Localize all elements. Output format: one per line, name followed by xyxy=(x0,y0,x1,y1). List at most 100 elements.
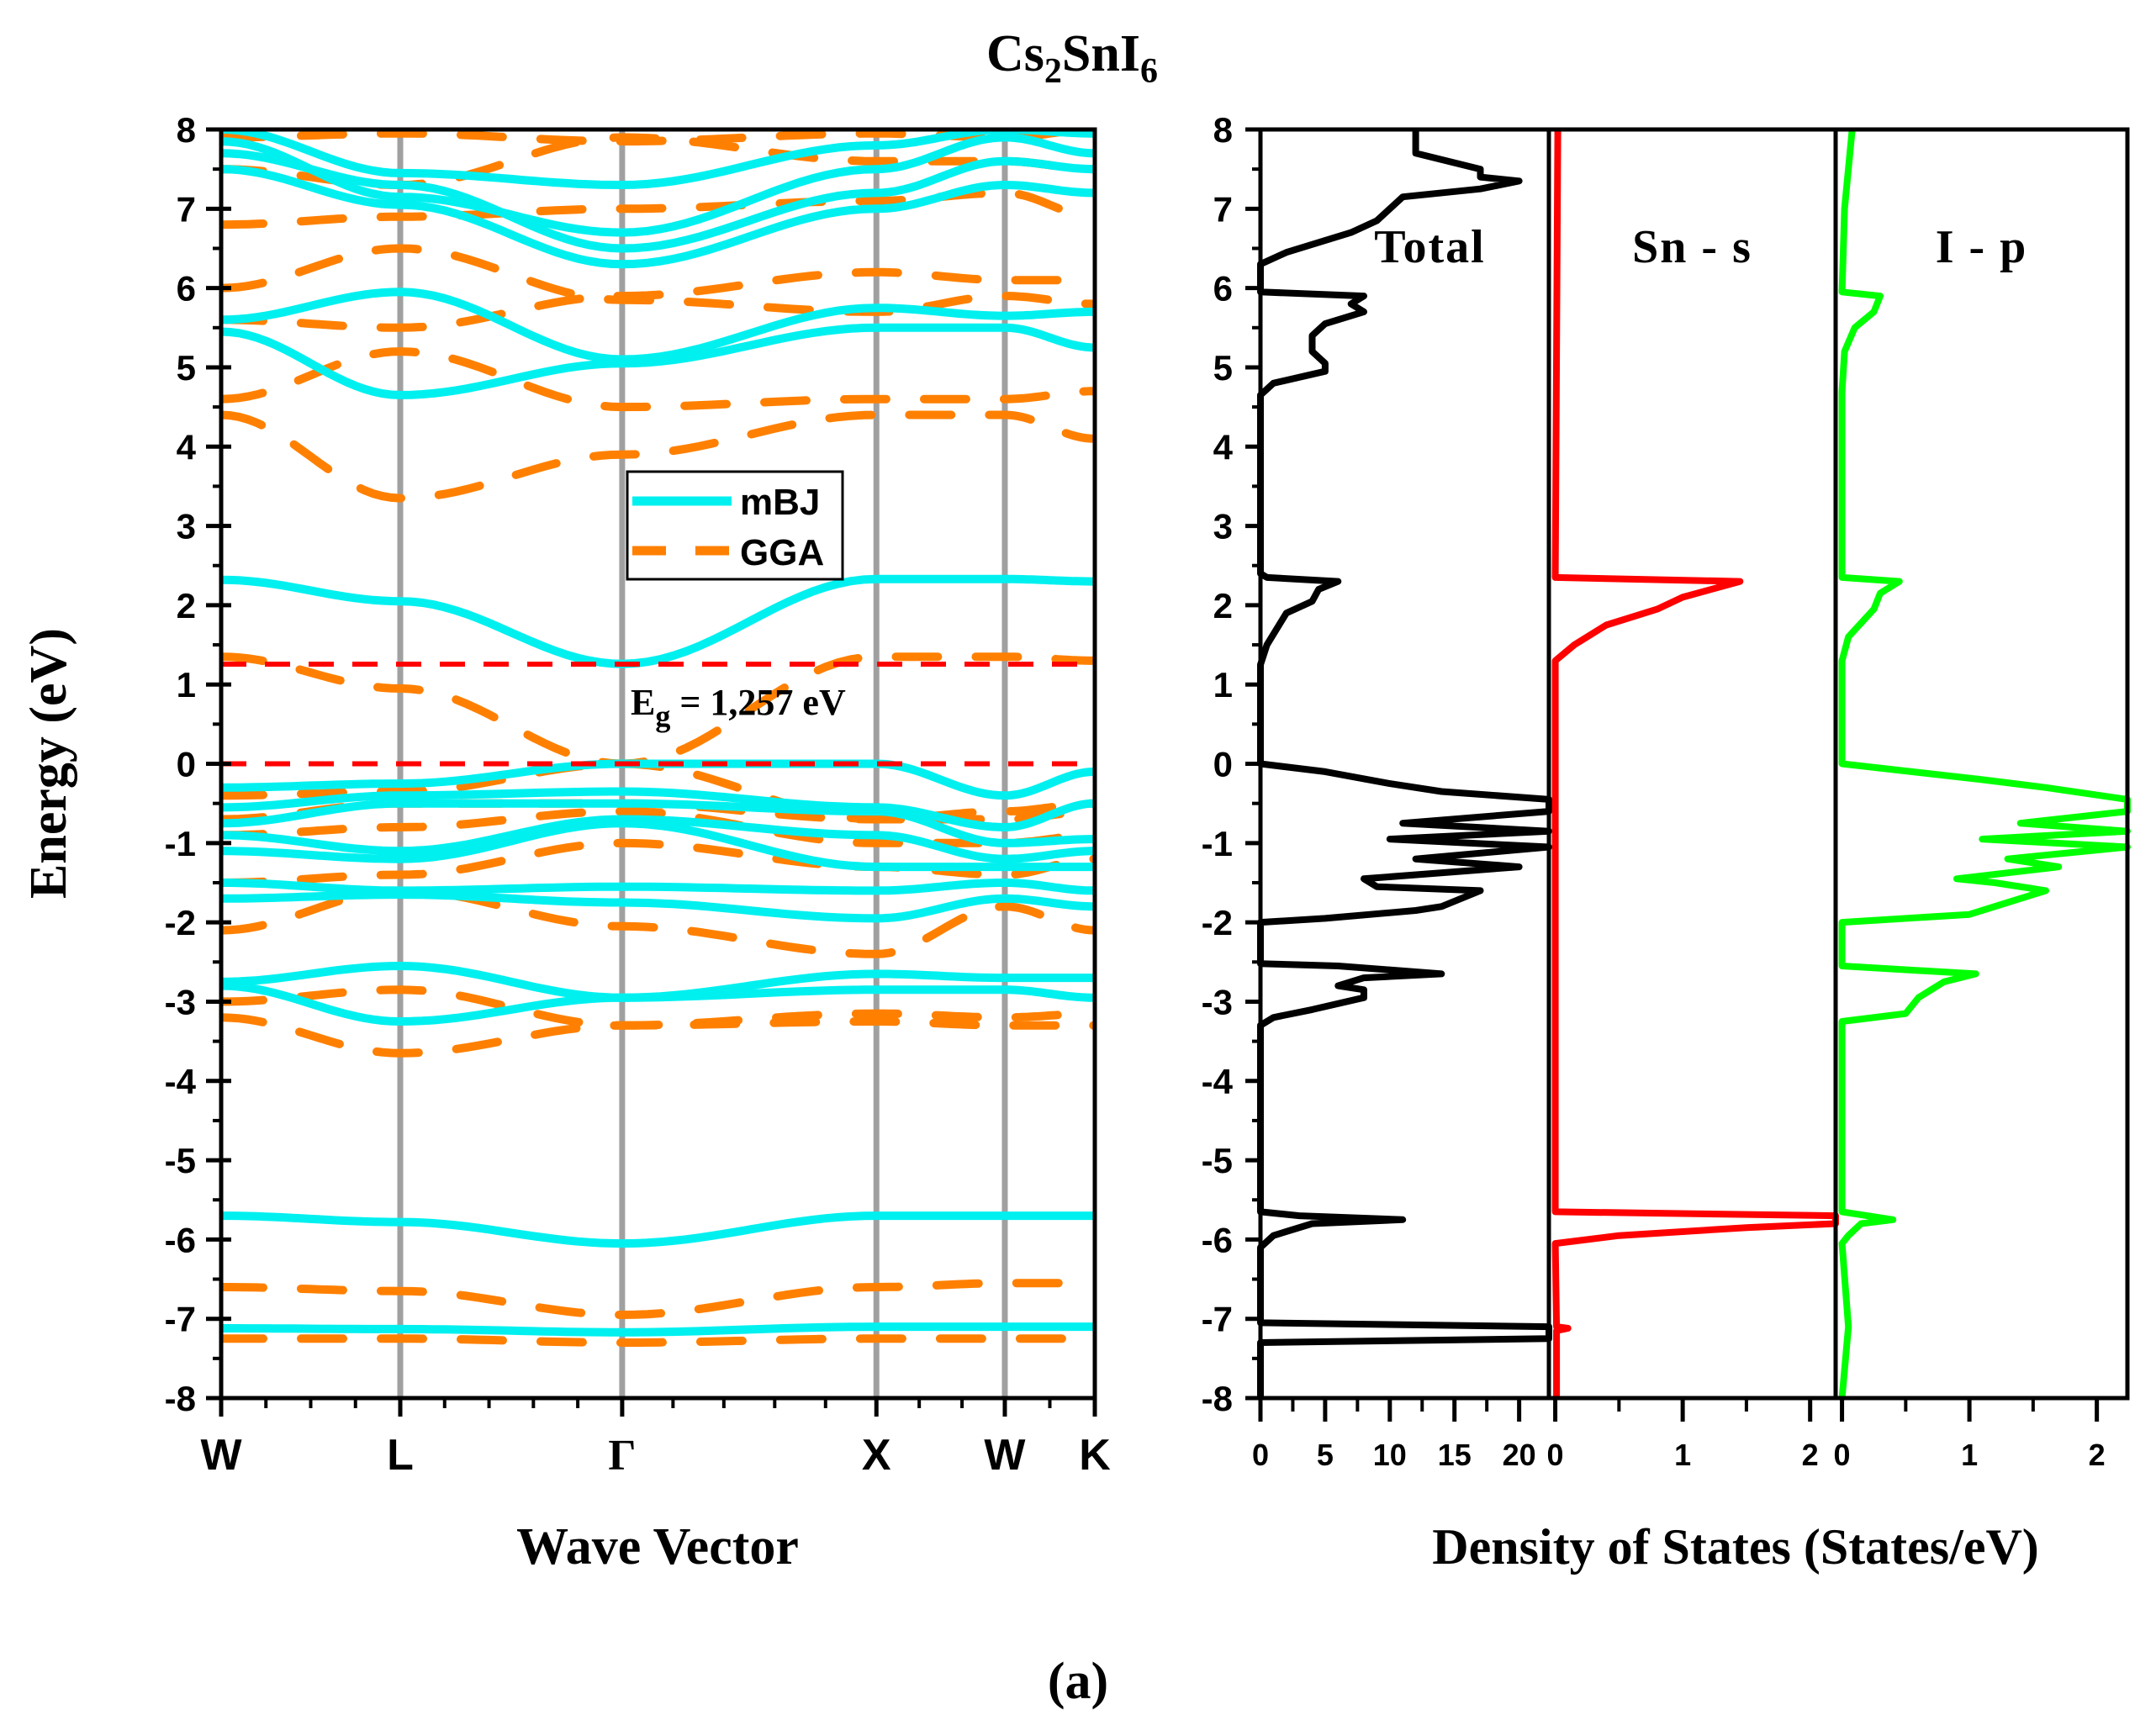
y-tick-label: -4 xyxy=(165,1062,197,1101)
mbj-band-13 xyxy=(221,288,1095,364)
legend: mBJ GGA xyxy=(626,470,844,581)
dos-y-tick-label: -6 xyxy=(1202,1220,1233,1259)
dos-y-tick-label: 0 xyxy=(1213,745,1233,784)
dos-y-tick-label: -2 xyxy=(1202,903,1233,942)
y-tick-label: -6 xyxy=(165,1220,196,1259)
y-tick-label: -2 xyxy=(165,903,196,942)
kpoint-label-0: W xyxy=(200,1431,242,1480)
kpoint-label-1: L xyxy=(387,1431,414,1480)
gga-band-11 xyxy=(221,347,1095,412)
legend-mbj-label: mBJ xyxy=(740,482,820,523)
dos-y-tick-label: 1 xyxy=(1213,665,1233,705)
dos-x-tick-label: 20 xyxy=(1503,1438,1536,1472)
mbj-band-4 xyxy=(221,890,1095,923)
mbj-band-8 xyxy=(221,799,1095,847)
total-dos-label: Total xyxy=(1374,221,1485,273)
dos-y-tick-label: -3 xyxy=(1202,982,1233,1021)
gga-band-8 xyxy=(221,759,1095,824)
gga-band-10 xyxy=(221,410,1095,503)
mbj-band-16 xyxy=(221,133,1095,237)
y-tick-label: -8 xyxy=(165,1379,196,1418)
y-tick-label: 7 xyxy=(177,189,196,229)
dos-y-tick-label: 6 xyxy=(1213,269,1233,309)
y-tick-label: -1 xyxy=(165,824,196,863)
mbj-band-12 xyxy=(221,323,1095,399)
dos-y-tick-label: 5 xyxy=(1213,348,1233,388)
gga-band-1 xyxy=(221,1279,1095,1320)
dos-x-tick-label: 2 xyxy=(2089,1438,2106,1472)
dos-x-tick-label: 0 xyxy=(1834,1438,1851,1472)
gga-band-3 xyxy=(221,985,1095,1030)
y-tick-label: -3 xyxy=(165,982,196,1021)
i-p-dos-panel: I - p 0 1 2 xyxy=(1833,127,2131,1472)
y-tick-label: -5 xyxy=(165,1141,196,1180)
y-tick-label: 6 xyxy=(177,269,196,309)
mbj-band-1 xyxy=(221,1211,1095,1248)
gga-band-9 xyxy=(221,652,1095,768)
figure-caption: (a) xyxy=(1048,1653,1108,1710)
dos-y-tick-label: -7 xyxy=(1202,1300,1233,1339)
dos-x-tick-label: 5 xyxy=(1317,1438,1334,1472)
mbj-band-2 xyxy=(221,961,1095,1002)
y-tick-label: 3 xyxy=(177,507,196,546)
mbj-band-9 xyxy=(221,787,1095,832)
gga-band-5 xyxy=(221,838,1095,887)
y-tick-label: 4 xyxy=(177,427,197,467)
dos-x-tick-label: 0 xyxy=(1252,1438,1269,1472)
sn-s-dos-panel: Sn - s 0 1 2 xyxy=(1546,127,1839,1472)
mbj-band-3 xyxy=(221,981,1095,1026)
dos-x-tick-label: 10 xyxy=(1373,1438,1407,1472)
dos-y-tick-label: 4 xyxy=(1213,427,1234,467)
kpoint-label-5: K xyxy=(1079,1431,1111,1480)
gga-band-13 xyxy=(221,244,1095,316)
kpoint-label-2: Γ xyxy=(608,1432,636,1480)
sn-s-dos-label: Sn - s xyxy=(1632,221,1752,273)
mbj-band-11 xyxy=(221,574,1095,668)
mbj-band-5 xyxy=(221,879,1095,895)
mbj-band-15 xyxy=(221,149,1095,253)
gga-band-7 xyxy=(221,799,1095,824)
kpoint-label-3: X xyxy=(862,1431,891,1480)
total-dos-frame xyxy=(1258,127,1551,1401)
dos-x-tick-label: 1 xyxy=(1961,1438,1978,1472)
y-tick-label: 0 xyxy=(177,745,196,784)
y-axis-title: Energy (eV) xyxy=(20,628,77,899)
kpoint-label-4: W xyxy=(984,1431,1026,1480)
dos-y-tick-label: -4 xyxy=(1202,1062,1234,1101)
total-dos-curve xyxy=(1257,129,1552,1398)
sn-s-dos-curve xyxy=(1551,129,1839,1398)
dos-y-tick-label: 2 xyxy=(1213,586,1233,625)
legend-gga-label: GGA xyxy=(740,532,824,573)
dos-x-tick-label: 0 xyxy=(1547,1438,1564,1472)
y-tick-label: 5 xyxy=(177,348,196,388)
y-tick-label: 2 xyxy=(177,586,196,625)
band-x-axis-title: Wave Vector xyxy=(516,1518,799,1575)
legend-box xyxy=(626,470,844,581)
mbj-band-0 xyxy=(221,1322,1095,1337)
total-dos-panel: Total 0 5 10 15 20 xyxy=(1252,127,1552,1472)
dos-x-tick-label: 2 xyxy=(1802,1438,1819,1472)
band-plot: -8 -7 -6 -5 -4 -3 -2 -1 0 1 2 3 4 5 6 7 8 W L Γ X W K xyxy=(165,110,1112,1480)
dos-y-tick-label: 3 xyxy=(1213,507,1233,546)
gga-band-12 xyxy=(221,267,1095,332)
sn-s-dos-frame xyxy=(1546,127,1838,1401)
figure-title: Cs2SnI6 xyxy=(986,25,1158,91)
dos-y-tick-label: -5 xyxy=(1202,1141,1233,1180)
y-tick-label: 8 xyxy=(177,110,196,150)
y-tick-label: 1 xyxy=(177,665,196,705)
gga-band-4 xyxy=(221,886,1095,958)
dos-x-axis-title: Density of States (States/eV) xyxy=(1432,1519,2039,1575)
gga-band-14 xyxy=(221,188,1095,230)
y-tick-label: -7 xyxy=(165,1300,196,1339)
dos-y-tick-label: -8 xyxy=(1202,1379,1233,1418)
gga-band-0 xyxy=(221,1334,1095,1347)
band-gap-annotation: Eg = 1,257 eV xyxy=(631,682,846,733)
mbj-band-7 xyxy=(221,815,1095,863)
mbj-band-6 xyxy=(221,819,1095,872)
bands-group xyxy=(221,129,1095,1347)
dos-y-tick-label: 7 xyxy=(1213,189,1233,229)
i-p-dos-frame xyxy=(1833,127,2130,1401)
mbj-band-14 xyxy=(221,165,1095,269)
dos-y-tick-label: 8 xyxy=(1213,110,1233,150)
